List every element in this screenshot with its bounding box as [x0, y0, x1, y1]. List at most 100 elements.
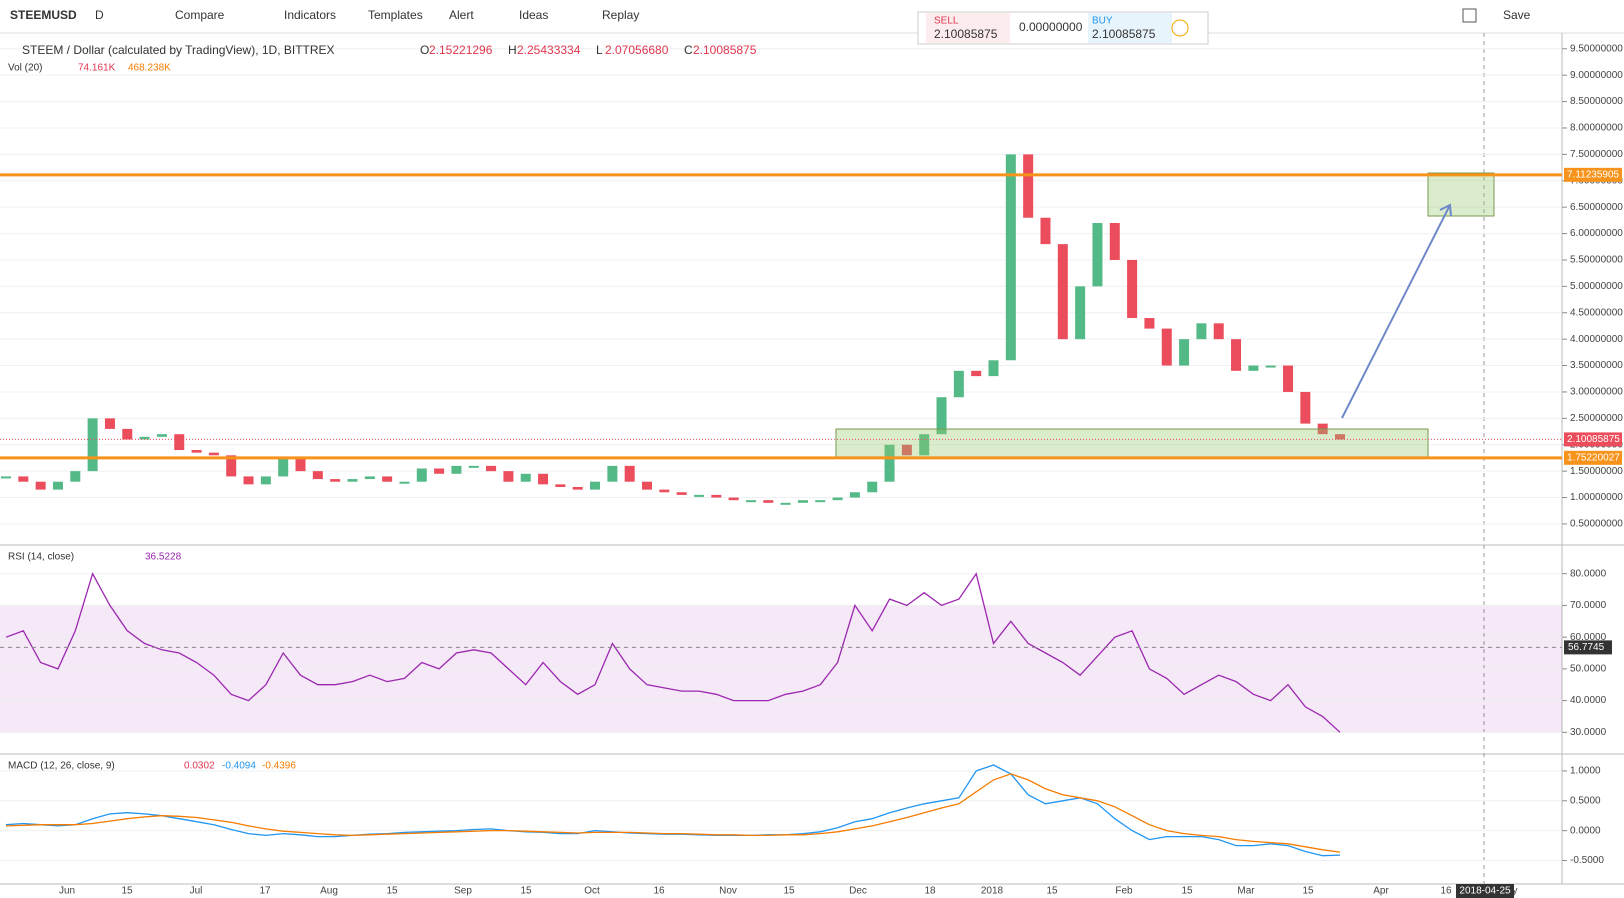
- candle: [1213, 323, 1224, 340]
- y-tick-label: 80.0000: [1570, 568, 1607, 579]
- x-tick-label: Apr: [1373, 886, 1389, 897]
- candle: [122, 428, 133, 440]
- toolbar-item[interactable]: Ideas: [519, 8, 548, 22]
- candle: [642, 481, 653, 490]
- y-tick-label: 60.0000: [1570, 632, 1607, 643]
- last-price-tag: [1564, 432, 1622, 447]
- candle: [1144, 318, 1155, 329]
- candle: [555, 484, 566, 487]
- candle: [399, 481, 410, 484]
- interval[interactable]: D: [95, 8, 104, 22]
- y-tick-label: 3.00000000: [1570, 387, 1623, 398]
- toolbar-item[interactable]: Alert: [449, 8, 474, 22]
- signal-value: -0.4396: [262, 761, 296, 772]
- toolbar-item[interactable]: Templates: [368, 8, 423, 22]
- candle: [936, 397, 947, 435]
- ohlc-value: 2.25433334: [517, 43, 581, 57]
- candle: [607, 465, 618, 482]
- candle: [1161, 328, 1172, 366]
- y-tick-label: 8.50000000: [1570, 96, 1623, 107]
- candle: [693, 494, 704, 497]
- candle: [52, 481, 63, 490]
- candle: [503, 471, 514, 482]
- candle: [347, 479, 358, 482]
- toolbar-item[interactable]: Compare: [175, 8, 225, 22]
- y-tick-label: 1.0000: [1570, 766, 1601, 777]
- cursor-label: 56.7745: [1568, 642, 1605, 653]
- volume-value: 74.161K: [78, 63, 116, 74]
- level-tag: [1564, 450, 1622, 465]
- ohlc-key: H: [508, 43, 517, 57]
- layout-icon[interactable]: [1462, 8, 1477, 23]
- level-label: 7.11235905: [1567, 169, 1620, 180]
- signal-line: [5, 773, 1341, 853]
- y-tick-label: 8.00000000: [1570, 123, 1623, 134]
- buy-price[interactable]: 2.10085875: [1092, 27, 1156, 41]
- rsi-line: [5, 572, 1341, 733]
- candle: [1196, 323, 1207, 340]
- y-tick-label: 0.0000: [1570, 825, 1601, 836]
- candle: [1231, 339, 1242, 371]
- candle: [312, 471, 323, 480]
- candle: [832, 497, 843, 501]
- candle: [1109, 223, 1120, 260]
- cursor-tag: [1564, 640, 1612, 655]
- candle: [1057, 244, 1068, 340]
- x-tick-label: Sep: [454, 886, 472, 897]
- candle: [1005, 154, 1016, 361]
- toolbar-item[interactable]: Indicators: [284, 8, 336, 22]
- y-tick-label: 3.50000000: [1570, 360, 1623, 371]
- level-tag: [1564, 167, 1622, 182]
- x-tick-label: 15: [121, 886, 133, 897]
- volume-name: Vol (20): [8, 63, 42, 74]
- x-tick-label: Oct: [584, 886, 600, 897]
- candle: [1265, 365, 1276, 368]
- target-zone[interactable]: [1427, 172, 1495, 217]
- candle: [538, 473, 549, 485]
- sell-label[interactable]: SELL: [934, 16, 959, 27]
- candle: [520, 473, 531, 482]
- x-tick-label: 15: [783, 886, 795, 897]
- y-tick-label: 0.50000000: [1570, 519, 1623, 530]
- x-tick-label: 18: [924, 886, 936, 897]
- candle: [260, 476, 271, 485]
- candle: [35, 481, 46, 490]
- y-tick-label: 5.50000000: [1570, 255, 1623, 266]
- projection-arrow[interactable]: [1341, 204, 1451, 419]
- candle: [295, 457, 306, 472]
- candle: [624, 465, 635, 482]
- macd-hist-value: 0.0302: [184, 761, 215, 772]
- x-tick-label: Feb: [1115, 886, 1133, 897]
- x-tick-label: Jul: [190, 886, 203, 897]
- y-tick-label: -0.5000: [1570, 855, 1604, 866]
- candle: [780, 502, 791, 505]
- toolbar-item[interactable]: Replay: [602, 8, 639, 22]
- candle: [572, 486, 583, 490]
- sell-price[interactable]: 2.10085875: [934, 27, 998, 41]
- x-tick-label: 2018: [981, 886, 1004, 897]
- candle: [953, 370, 964, 398]
- x-tick-label: 15: [1046, 886, 1058, 897]
- volume-ma: 468.238K: [128, 63, 171, 74]
- candle: [711, 494, 722, 498]
- candle: [676, 492, 687, 495]
- x-tick-label: Aug: [320, 886, 338, 897]
- ohlc-key: C: [684, 43, 693, 57]
- candle: [70, 471, 81, 482]
- support-zone[interactable]: [835, 428, 1429, 458]
- candle: [919, 434, 930, 456]
- candle: [763, 500, 774, 503]
- candle: [901, 444, 912, 456]
- save-button[interactable]: Save: [1503, 8, 1531, 22]
- symbol[interactable]: STEEMUSD: [10, 8, 77, 22]
- candle: [988, 360, 999, 377]
- candle: [226, 455, 237, 477]
- x-tick-label: Jun: [59, 886, 75, 897]
- candle: [1335, 434, 1345, 440]
- time-cursor-label: 2018-04-25: [1459, 886, 1511, 897]
- y-tick-label: 9.00000000: [1570, 70, 1623, 81]
- y-tick-label: 4.50000000: [1570, 307, 1623, 318]
- buy-label[interactable]: BUY: [1092, 16, 1113, 27]
- candle: [278, 457, 289, 477]
- candle: [1023, 154, 1034, 218]
